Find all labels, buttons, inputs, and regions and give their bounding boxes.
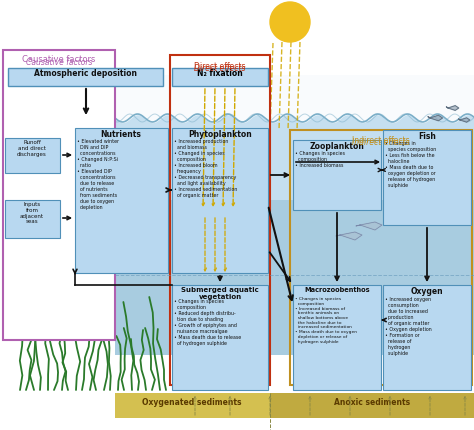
Text: • Increased production
  and biomass
• Changed in species
  composition
• Increa: • Increased production and biomass • Cha… xyxy=(174,139,237,198)
Text: • Changes in species
  composition
• Reduced depth distribu-
  tion due to shadi: • Changes in species composition • Reduc… xyxy=(174,299,241,346)
Text: Indirect effects: Indirect effects xyxy=(352,138,410,147)
Polygon shape xyxy=(458,118,470,122)
Ellipse shape xyxy=(346,372,354,378)
Text: Fish: Fish xyxy=(418,132,436,141)
Bar xyxy=(293,140,381,210)
Bar xyxy=(270,393,474,418)
Text: • Elevated winter
  DIN and DIP
  concentrations
• Changed N:P:Si
  ratio
• Elev: • Elevated winter DIN and DIP concentrat… xyxy=(77,139,119,210)
Bar xyxy=(172,68,268,86)
Bar xyxy=(75,128,168,273)
Text: • Increased oxygen
  consumption
  due to increased
  production
  of organic ma: • Increased oxygen consumption due to in… xyxy=(385,297,432,356)
Text: Inputs
from
adjacent
seas: Inputs from adjacent seas xyxy=(20,202,44,224)
Bar xyxy=(115,393,270,418)
Text: Indirect effects: Indirect effects xyxy=(352,136,410,145)
Text: Oxygen: Oxygen xyxy=(410,287,443,296)
Bar xyxy=(0,200,474,355)
Text: Phytoplankton: Phytoplankton xyxy=(188,130,252,139)
Polygon shape xyxy=(446,106,459,111)
Bar xyxy=(293,285,381,390)
Bar xyxy=(172,285,268,390)
Ellipse shape xyxy=(370,373,378,379)
Ellipse shape xyxy=(358,369,366,375)
Bar xyxy=(0,50,115,360)
Text: Atmospheric deposition: Atmospheric deposition xyxy=(35,69,137,78)
Text: Direct effects: Direct effects xyxy=(194,62,246,71)
Text: • Changes in species
  composition
• Increased biomass: • Changes in species composition • Incre… xyxy=(295,151,345,168)
Polygon shape xyxy=(428,115,443,121)
Bar xyxy=(5,200,60,238)
Bar xyxy=(383,285,471,390)
Bar xyxy=(5,138,60,173)
Polygon shape xyxy=(356,222,382,230)
Bar xyxy=(290,130,472,385)
Text: • Changes in
  species composition
• Less fish below the
  halocline
• Mass deat: • Changes in species composition • Less … xyxy=(385,141,436,188)
Text: N₂ fixation: N₂ fixation xyxy=(197,69,243,78)
Bar xyxy=(0,0,474,75)
Text: Submerged aquatic
vegetation: Submerged aquatic vegetation xyxy=(181,287,259,300)
Text: Zooplankton: Zooplankton xyxy=(310,142,365,151)
Text: Direct effects: Direct effects xyxy=(194,64,246,73)
Text: Macrozoobenthos: Macrozoobenthos xyxy=(304,287,370,293)
Text: Nutrients: Nutrients xyxy=(100,130,141,139)
Bar xyxy=(0,75,474,355)
Bar xyxy=(383,130,471,225)
Text: • Changes in species
  composition
• Increased biomass of
  benthic animals on
 : • Changes in species composition • Incre… xyxy=(295,297,357,344)
Polygon shape xyxy=(336,232,362,240)
Bar xyxy=(170,55,270,385)
Text: Anoxic sediments: Anoxic sediments xyxy=(334,398,410,407)
Circle shape xyxy=(270,2,310,42)
Text: Oxygenated sediments: Oxygenated sediments xyxy=(142,398,242,407)
Bar xyxy=(8,68,163,86)
Text: Causative factors: Causative factors xyxy=(22,55,96,64)
Text: Runoff
and direct
discharges: Runoff and direct discharges xyxy=(17,140,47,157)
Bar xyxy=(172,128,268,273)
Text: Causative factors: Causative factors xyxy=(26,58,92,67)
Bar xyxy=(3,50,115,340)
